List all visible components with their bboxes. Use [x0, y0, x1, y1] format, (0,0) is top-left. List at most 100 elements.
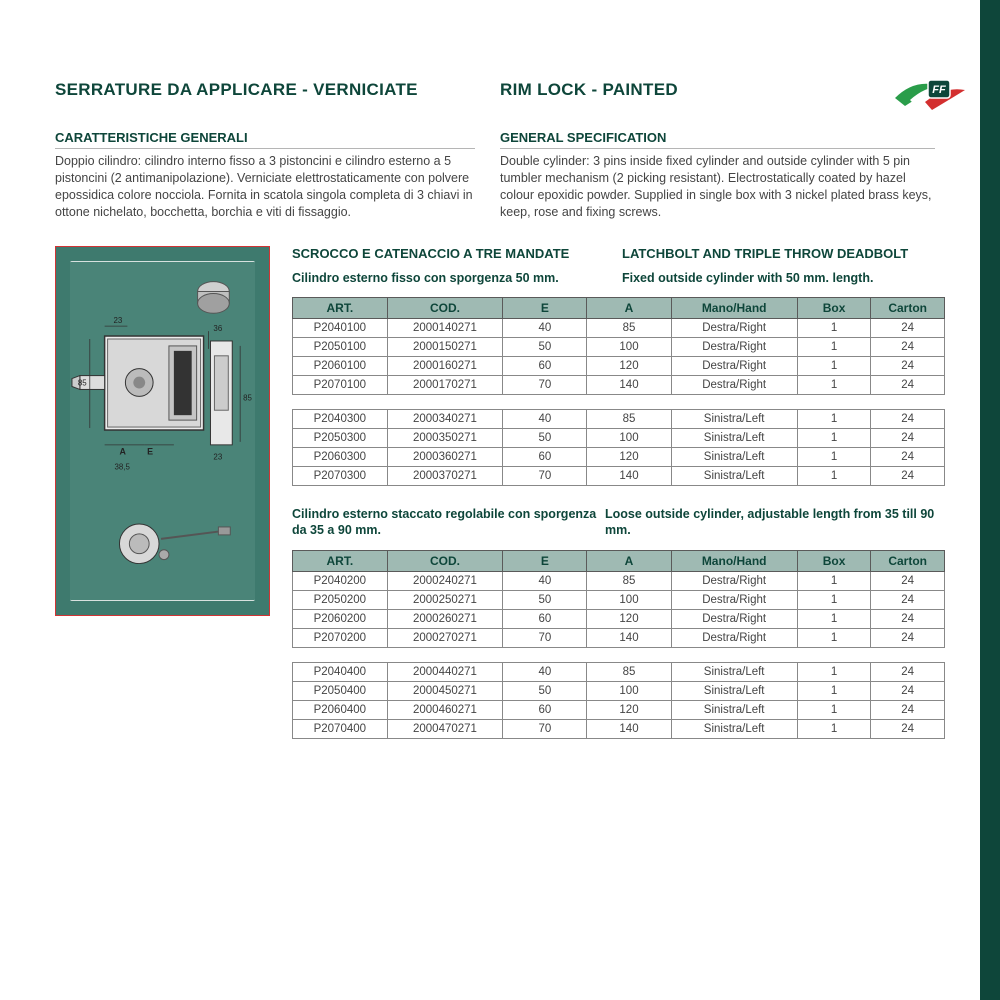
cell: 2000360271 [387, 447, 503, 466]
table-row: P2050300200035027150100Sinistra/Left124 [293, 428, 945, 447]
cell: 1 [797, 572, 871, 591]
cell: 50 [503, 682, 587, 701]
svg-text:36: 36 [213, 324, 222, 333]
section2-sub-en: Loose outside cylinder, adjustable lengt… [605, 506, 945, 539]
table-row: P204020020002402714085Destra/Right124 [293, 572, 945, 591]
svg-text:85: 85 [243, 393, 252, 402]
cell: 1 [797, 447, 871, 466]
cell: 1 [797, 629, 871, 648]
section1-sub-en: Fixed outside cylinder with 50 mm. lengt… [622, 271, 873, 285]
brand-sidebar [980, 0, 1000, 1000]
cell: 85 [587, 318, 671, 337]
cell: 2000170271 [387, 375, 503, 394]
cell: 70 [503, 466, 587, 485]
cell: 24 [871, 466, 945, 485]
tables-area: SCROCCO E CATENACCIO A TRE MANDATE LATCH… [292, 246, 945, 746]
table-row: P204010020001402714085Destra/Right124 [293, 318, 945, 337]
cell: 1 [797, 591, 871, 610]
cell: P2050100 [293, 337, 388, 356]
lock-schematic-icon: 23 36 85 A E 38,5 23 85 [70, 261, 255, 601]
table-row: P2060200200026027160120Destra/Right124 [293, 610, 945, 629]
title-italian: SERRATURE DA APPLICARE - VERNICIATE [55, 80, 500, 100]
cell: 140 [587, 629, 671, 648]
cell: P2060100 [293, 356, 388, 375]
cell: 60 [503, 701, 587, 720]
cell: 120 [587, 701, 671, 720]
section1-sub: Cilindro esterno fisso con sporgenza 50 … [292, 271, 945, 285]
table-row: P2060100200016027160120Destra/Right124 [293, 356, 945, 375]
cell: 40 [503, 572, 587, 591]
main-row: 23 36 85 A E 38,5 23 85 [55, 246, 945, 746]
cell: 70 [503, 720, 587, 739]
cell: P2070300 [293, 466, 388, 485]
table-row: P2050100200015027150100Destra/Right124 [293, 337, 945, 356]
svg-text:23: 23 [114, 316, 123, 325]
col-header: E [503, 297, 587, 318]
cell: 2000350271 [387, 428, 503, 447]
cell: 1 [797, 356, 871, 375]
table-row: P2070400200047027170140Sinistra/Left124 [293, 720, 945, 739]
section2-sub: Cilindro esterno staccato regolabile con… [292, 506, 945, 539]
technical-diagram: 23 36 85 A E 38,5 23 85 [55, 246, 270, 616]
cell: 85 [587, 409, 671, 428]
cell: 2000470271 [387, 720, 503, 739]
flag-logo-icon: FF [890, 68, 975, 121]
cell: Destra/Right [671, 318, 797, 337]
col-header: Mano/Hand [671, 297, 797, 318]
cell: 1 [797, 428, 871, 447]
cell: 140 [587, 375, 671, 394]
cell: 85 [587, 572, 671, 591]
cell: 40 [503, 409, 587, 428]
cell: 1 [797, 337, 871, 356]
cell: Sinistra/Left [671, 682, 797, 701]
cell: 1 [797, 466, 871, 485]
cell: P2050300 [293, 428, 388, 447]
cell: 140 [587, 720, 671, 739]
spec-heading-en: GENERAL SPECIFICATION [500, 130, 935, 149]
col-header: Box [797, 297, 871, 318]
table-1a: ART.COD.EAMano/HandBoxCartonP20401002000… [292, 297, 945, 395]
col-header: COD. [387, 297, 503, 318]
page-content: SERRATURE DA APPLICARE - VERNICIATE RIM … [0, 0, 1000, 745]
table-1b: P204030020003402714085Sinistra/Left124P2… [292, 409, 945, 486]
table-row: P2050400200045027150100Sinistra/Left124 [293, 682, 945, 701]
cell: P2040300 [293, 409, 388, 428]
section1-sub-it: Cilindro esterno fisso con sporgenza 50 … [292, 271, 622, 285]
svg-text:38,5: 38,5 [115, 462, 131, 471]
col-header: A [587, 297, 671, 318]
cell: P2060300 [293, 447, 388, 466]
cell: 100 [587, 682, 671, 701]
table-row: P2050200200025027150100Destra/Right124 [293, 591, 945, 610]
col-header: COD. [387, 551, 503, 572]
col-header: A [587, 551, 671, 572]
cell: 1 [797, 663, 871, 682]
cell: 1 [797, 701, 871, 720]
cell: 24 [871, 447, 945, 466]
cell: 24 [871, 701, 945, 720]
cell: 24 [871, 591, 945, 610]
cell: P2040400 [293, 663, 388, 682]
cell: P2040200 [293, 572, 388, 591]
cell: 100 [587, 337, 671, 356]
cell: 2000440271 [387, 663, 503, 682]
specification-row: CARATTERISTICHE GENERALI Doppio cilindro… [55, 130, 945, 221]
cell: 2000240271 [387, 572, 503, 591]
cell: 2000370271 [387, 466, 503, 485]
cell: 2000160271 [387, 356, 503, 375]
col-header: ART. [293, 551, 388, 572]
cell: 24 [871, 337, 945, 356]
svg-text:85: 85 [78, 378, 87, 387]
cell: 1 [797, 610, 871, 629]
cell: 24 [871, 572, 945, 591]
cell: 1 [797, 375, 871, 394]
cell: 2000340271 [387, 409, 503, 428]
cell: Destra/Right [671, 629, 797, 648]
cell: 140 [587, 466, 671, 485]
cell: 40 [503, 663, 587, 682]
table-row: P2070100200017027170140Destra/Right124 [293, 375, 945, 394]
diagram-column: 23 36 85 A E 38,5 23 85 [55, 246, 270, 746]
title-english: RIM LOCK - PAINTED [500, 80, 945, 100]
spec-column-en: GENERAL SPECIFICATION Double cylinder: 3… [500, 130, 945, 221]
col-header: Mano/Hand [671, 551, 797, 572]
table-row: P2070300200037027170140Sinistra/Left124 [293, 466, 945, 485]
